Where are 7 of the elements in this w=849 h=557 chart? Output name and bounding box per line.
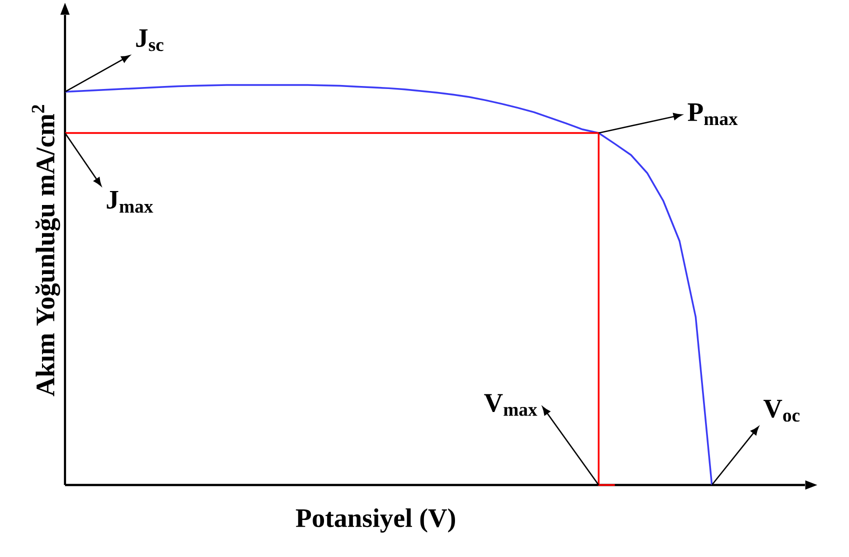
annotation: V$_{max}$ — [484, 394, 538, 416]
x-axis-title: Potansiyel (V) — [296, 508, 455, 533]
y-axis-title: Akım Yoğunluğu mA/cm$^{2}$ — [32, 104, 60, 396]
annotation: J$_{max}$ — [106, 190, 154, 213]
annotation: P$_{max}$ — [688, 103, 738, 126]
text: V$_{oc}$ — [763, 400, 800, 422]
text: J$_{sc}$ — [136, 29, 164, 52]
